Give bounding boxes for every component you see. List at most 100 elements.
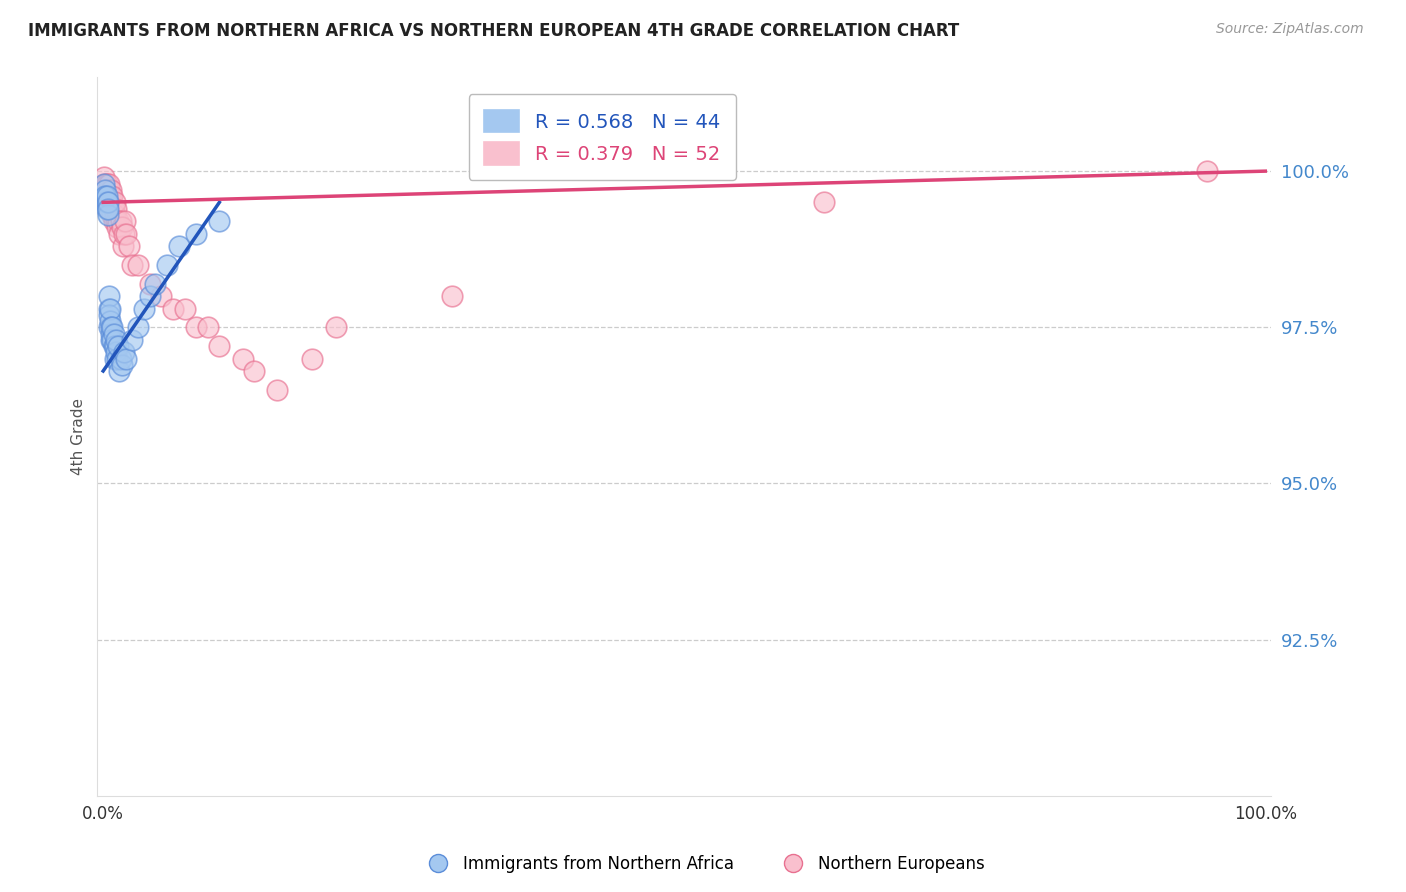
Point: [93, 189, 115, 203]
Point: [97, 195, 120, 210]
Point: [96, 189, 118, 203]
Point: [138, 277, 160, 291]
Point: [145, 277, 167, 291]
Point: [107, 214, 129, 228]
Point: [112, 227, 135, 241]
Point: [108, 227, 131, 241]
Point: [94, 195, 117, 210]
Y-axis label: 4th Grade: 4th Grade: [72, 398, 86, 475]
Point: [121, 333, 143, 347]
Point: [98, 189, 121, 203]
Point: [104, 339, 127, 353]
Point: [100, 320, 122, 334]
Point: [101, 208, 124, 222]
Point: [104, 208, 127, 222]
Point: [111, 220, 134, 235]
Point: [94, 183, 117, 197]
Point: [104, 345, 127, 359]
Point: [115, 351, 138, 366]
Point: [104, 351, 127, 366]
Point: [104, 195, 127, 210]
Point: [104, 333, 127, 347]
Point: [101, 195, 124, 210]
Point: [162, 301, 184, 316]
Point: [110, 351, 132, 366]
Point: [98, 289, 121, 303]
Point: [94, 177, 117, 191]
Point: [98, 308, 121, 322]
Point: [93, 177, 115, 191]
Point: [98, 202, 121, 216]
Point: [156, 258, 179, 272]
Point: [101, 189, 124, 203]
Point: [100, 333, 122, 347]
Point: [93, 177, 115, 191]
Point: [167, 239, 190, 253]
Point: [96, 177, 118, 191]
Point: [232, 351, 254, 366]
Point: [111, 358, 134, 372]
Point: [93, 170, 115, 185]
Point: [101, 333, 124, 347]
Point: [96, 195, 118, 210]
Point: [98, 314, 121, 328]
Point: [208, 339, 231, 353]
Point: [100, 326, 122, 341]
Point: [115, 227, 138, 241]
Point: [100, 183, 122, 197]
Point: [103, 339, 125, 353]
Point: [98, 177, 121, 191]
Point: [121, 258, 143, 272]
Point: [197, 320, 219, 334]
Point: [107, 339, 129, 353]
Point: [98, 189, 121, 203]
Point: [105, 220, 128, 235]
Point: [101, 320, 124, 334]
Point: [127, 258, 149, 272]
Point: [243, 364, 266, 378]
Point: [173, 301, 195, 316]
Point: [127, 320, 149, 334]
Point: [97, 202, 120, 216]
Point: [96, 202, 118, 216]
Point: [98, 301, 121, 316]
Point: [97, 195, 120, 210]
Point: [103, 326, 125, 341]
Point: [97, 208, 120, 222]
Legend: R = 0.568   N = 44, R = 0.379   N = 52: R = 0.568 N = 44, R = 0.379 N = 52: [468, 95, 735, 180]
Legend: Immigrants from Northern Africa, Northern Europeans: Immigrants from Northern Africa, Norther…: [415, 848, 991, 880]
Point: [138, 289, 160, 303]
Point: [103, 214, 125, 228]
Point: [184, 227, 207, 241]
Point: [96, 189, 118, 203]
Point: [440, 289, 463, 303]
Point: [94, 189, 117, 203]
Point: [184, 320, 207, 334]
Point: [103, 202, 125, 216]
Point: [104, 214, 127, 228]
Point: [110, 214, 132, 228]
Point: [132, 301, 155, 316]
Point: [813, 195, 835, 210]
Point: [98, 183, 121, 197]
Point: [98, 320, 121, 334]
Point: [98, 301, 121, 316]
Point: [105, 351, 128, 366]
Point: [266, 383, 288, 397]
Point: [325, 320, 347, 334]
Point: [100, 195, 122, 210]
Point: [97, 183, 120, 197]
Point: [150, 289, 173, 303]
Point: [118, 239, 141, 253]
Point: [94, 183, 117, 197]
Point: [301, 351, 323, 366]
Point: [112, 345, 135, 359]
Point: [1197, 164, 1219, 178]
Point: [108, 364, 131, 378]
Text: Source: ZipAtlas.com: Source: ZipAtlas.com: [1216, 22, 1364, 37]
Point: [208, 214, 231, 228]
Text: IMMIGRANTS FROM NORTHERN AFRICA VS NORTHERN EUROPEAN 4TH GRADE CORRELATION CHART: IMMIGRANTS FROM NORTHERN AFRICA VS NORTH…: [28, 22, 959, 40]
Point: [96, 183, 118, 197]
Point: [104, 202, 127, 216]
Point: [114, 214, 136, 228]
